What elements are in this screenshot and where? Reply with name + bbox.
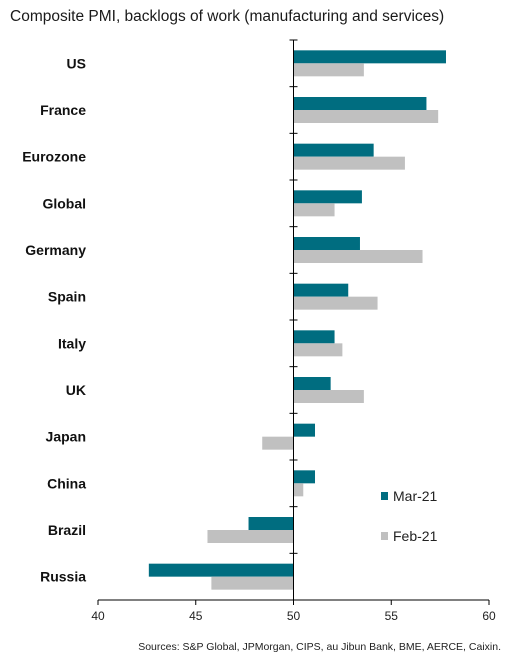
bar-uk-feb-21 — [293, 390, 364, 403]
category-label: Japan — [46, 429, 86, 445]
bar-italy-mar-21 — [293, 330, 335, 344]
bar-us-mar-21 — [293, 50, 446, 64]
bar-spain-feb-21 — [293, 296, 378, 310]
bar-china-mar-21 — [293, 470, 316, 484]
legend-swatch-mar-21 — [381, 492, 388, 500]
category-label: China — [47, 475, 86, 491]
bar-japan-mar-21 — [293, 423, 316, 437]
legend-label-mar-21: Mar-21 — [393, 488, 438, 504]
category-label: France — [40, 102, 86, 118]
bar-brazil-feb-21 — [207, 530, 294, 543]
category-label: Germany — [25, 242, 86, 258]
category-label: Brazil — [48, 522, 86, 538]
bar-germany-mar-21 — [293, 237, 360, 250]
bar-italy-feb-21 — [293, 343, 343, 357]
bar-japan-feb-21 — [262, 436, 294, 450]
bar-global-feb-21 — [293, 203, 335, 217]
legend-label-feb-21: Feb-21 — [393, 528, 438, 544]
bar-us-feb-21 — [293, 63, 364, 77]
bar-germany-feb-21 — [293, 250, 423, 263]
category-label: Spain — [48, 289, 86, 305]
category-label: Eurozone — [22, 149, 86, 165]
category-label: Italy — [58, 335, 86, 351]
category-label: Russia — [40, 569, 86, 585]
legend-swatch-feb-21 — [381, 532, 388, 540]
bar-france-feb-21 — [293, 110, 439, 123]
x-tick-label: 40 — [91, 609, 105, 623]
bar-eurozone-mar-21 — [293, 143, 374, 157]
category-label: US — [67, 55, 86, 71]
bar-russia-feb-21 — [211, 576, 294, 590]
x-tick-label: 60 — [482, 609, 496, 623]
bar-china-feb-21 — [293, 483, 304, 497]
x-tick-label: 55 — [385, 609, 399, 623]
bar-brazil-mar-21 — [248, 517, 294, 530]
category-label: UK — [66, 382, 86, 398]
bar-spain-mar-21 — [293, 283, 349, 297]
bar-uk-mar-21 — [293, 377, 331, 390]
bar-eurozone-feb-21 — [293, 156, 405, 170]
bar-france-mar-21 — [293, 97, 427, 110]
category-label: Global — [42, 195, 86, 211]
x-tick-label: 50 — [287, 609, 301, 623]
source-note: Sources: S&P Global, JPMorgan, CIPS, au … — [138, 641, 501, 653]
bar-russia-mar-21 — [148, 563, 294, 577]
x-tick-label: 45 — [189, 609, 203, 623]
chart-title: Composite PMI, backlogs of work (manufac… — [10, 8, 445, 25]
bar-global-mar-21 — [293, 190, 362, 204]
